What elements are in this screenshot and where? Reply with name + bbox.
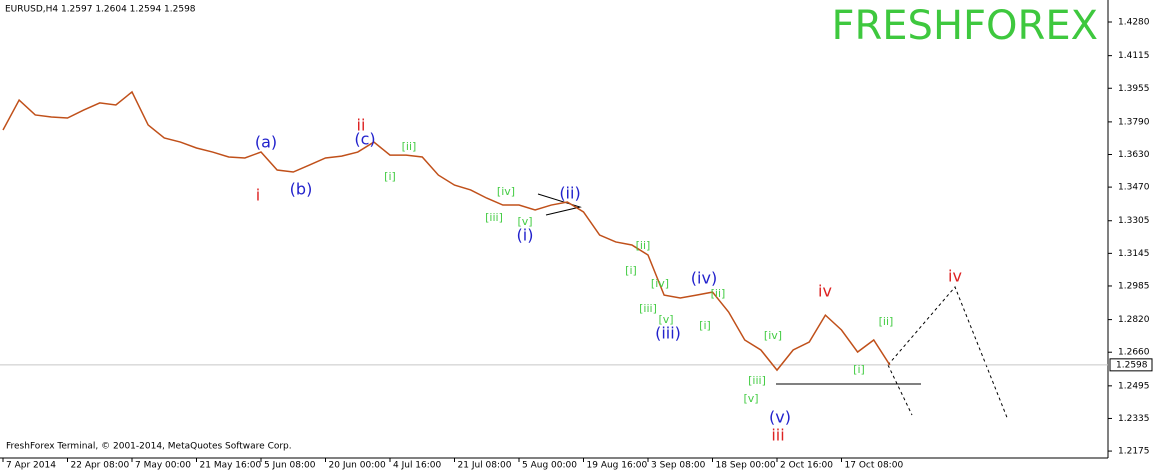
wave-label: [i] (699, 319, 711, 332)
triangle (537, 193, 582, 216)
x-tick-label: 2 Oct 16:00 (780, 461, 833, 471)
x-tick-label: 22 Apr 08:00 (71, 461, 130, 471)
wave-label: iv (948, 267, 962, 286)
wave-label: [iv] (651, 277, 669, 290)
x-tick-label: 20 Jun 00:00 (329, 461, 386, 471)
wave-label: [iii] (639, 302, 657, 315)
wave-label: [ii] (711, 287, 726, 300)
wave-label: [iii] (485, 211, 503, 224)
y-tick-label: 1.4115 (1118, 51, 1150, 61)
wave-label: (i) (517, 226, 534, 245)
wave-label: [i] (384, 170, 396, 183)
wave-label: [i] (853, 363, 865, 376)
y-tick-label: 1.2660 (1118, 348, 1150, 358)
wave-label: (iii) (655, 324, 681, 343)
wave-label: [iv] (764, 329, 782, 342)
wave-label: [v] (743, 392, 758, 405)
wave-label: (a) (255, 133, 277, 152)
wave-label: ii (357, 116, 366, 135)
wave-label: [iv] (497, 185, 515, 198)
projection (887, 286, 1009, 421)
y-tick-label: 1.3790 (1118, 117, 1150, 127)
watermark: FRESHFOREX (831, 3, 1098, 49)
y-tick-label: 1.3955 (1118, 84, 1150, 94)
x-tick-label: 21 May 16:00 (200, 461, 262, 471)
y-tick-label: 1.2495 (1118, 381, 1150, 391)
wave-label: [iii] (748, 374, 766, 387)
price-line (2, 90, 891, 372)
wave-label: [ii] (879, 315, 894, 328)
wave-label: i (256, 186, 260, 205)
y-tick-label: 1.3630 (1118, 150, 1150, 160)
wave-label: (c) (354, 130, 375, 149)
x-tick-label: 17 Oct 08:00 (845, 461, 904, 471)
y-tick-label: 1.2985 (1118, 281, 1150, 291)
wave-label: [ii] (636, 239, 651, 252)
wave-label: [ii] (402, 140, 417, 153)
y-tick-label: 1.3470 (1118, 183, 1150, 193)
wave-label: iii (771, 426, 784, 445)
y-tick-label: 1.3305 (1118, 216, 1150, 226)
wave-label: (ii) (559, 184, 580, 203)
wave-label: (v) (769, 408, 791, 427)
wave-label: (b) (290, 180, 313, 199)
chart-title: EURUSD,H4 1.2597 1.2604 1.2594 1.2598 (5, 5, 196, 15)
last-price-box (1109, 358, 1153, 372)
footer: FreshForex Terminal, © 2001-2014, MetaQu… (6, 442, 292, 452)
y-tick-label: 1.2820 (1118, 315, 1150, 325)
x-tick-label: 7 May 00:00 (135, 461, 191, 471)
x-tick-label: 5 Jun 08:00 (264, 461, 316, 471)
wave-label: (iv) (691, 269, 717, 288)
y-tick-label: 1.2175 (1118, 447, 1150, 457)
wave-label: [v] (658, 313, 673, 326)
y-tick-label: 1.2335 (1118, 414, 1150, 424)
x-tick-label: 7 Apr 2014 (6, 461, 56, 471)
y-tick-label: 1.3145 (1118, 249, 1150, 259)
wave-label: [i] (625, 264, 637, 277)
x-tick-label: 19 Aug 16:00 (587, 461, 648, 471)
last-price-label: 1.2598 (1116, 360, 1148, 370)
x-tick-label: 4 Jul 16:00 (393, 461, 442, 471)
wave-label: [v] (517, 215, 532, 228)
x-tick-label: 3 Sep 08:00 (651, 461, 706, 471)
wave-label: iv (818, 282, 832, 301)
y-tick-label: 1.4280 (1118, 18, 1150, 28)
x-tick-label: 21 Jul 08:00 (458, 461, 512, 471)
x-tick-label: 18 Sep 00:00 (716, 461, 776, 471)
x-tick-label: 5 Aug 00:00 (522, 461, 577, 471)
